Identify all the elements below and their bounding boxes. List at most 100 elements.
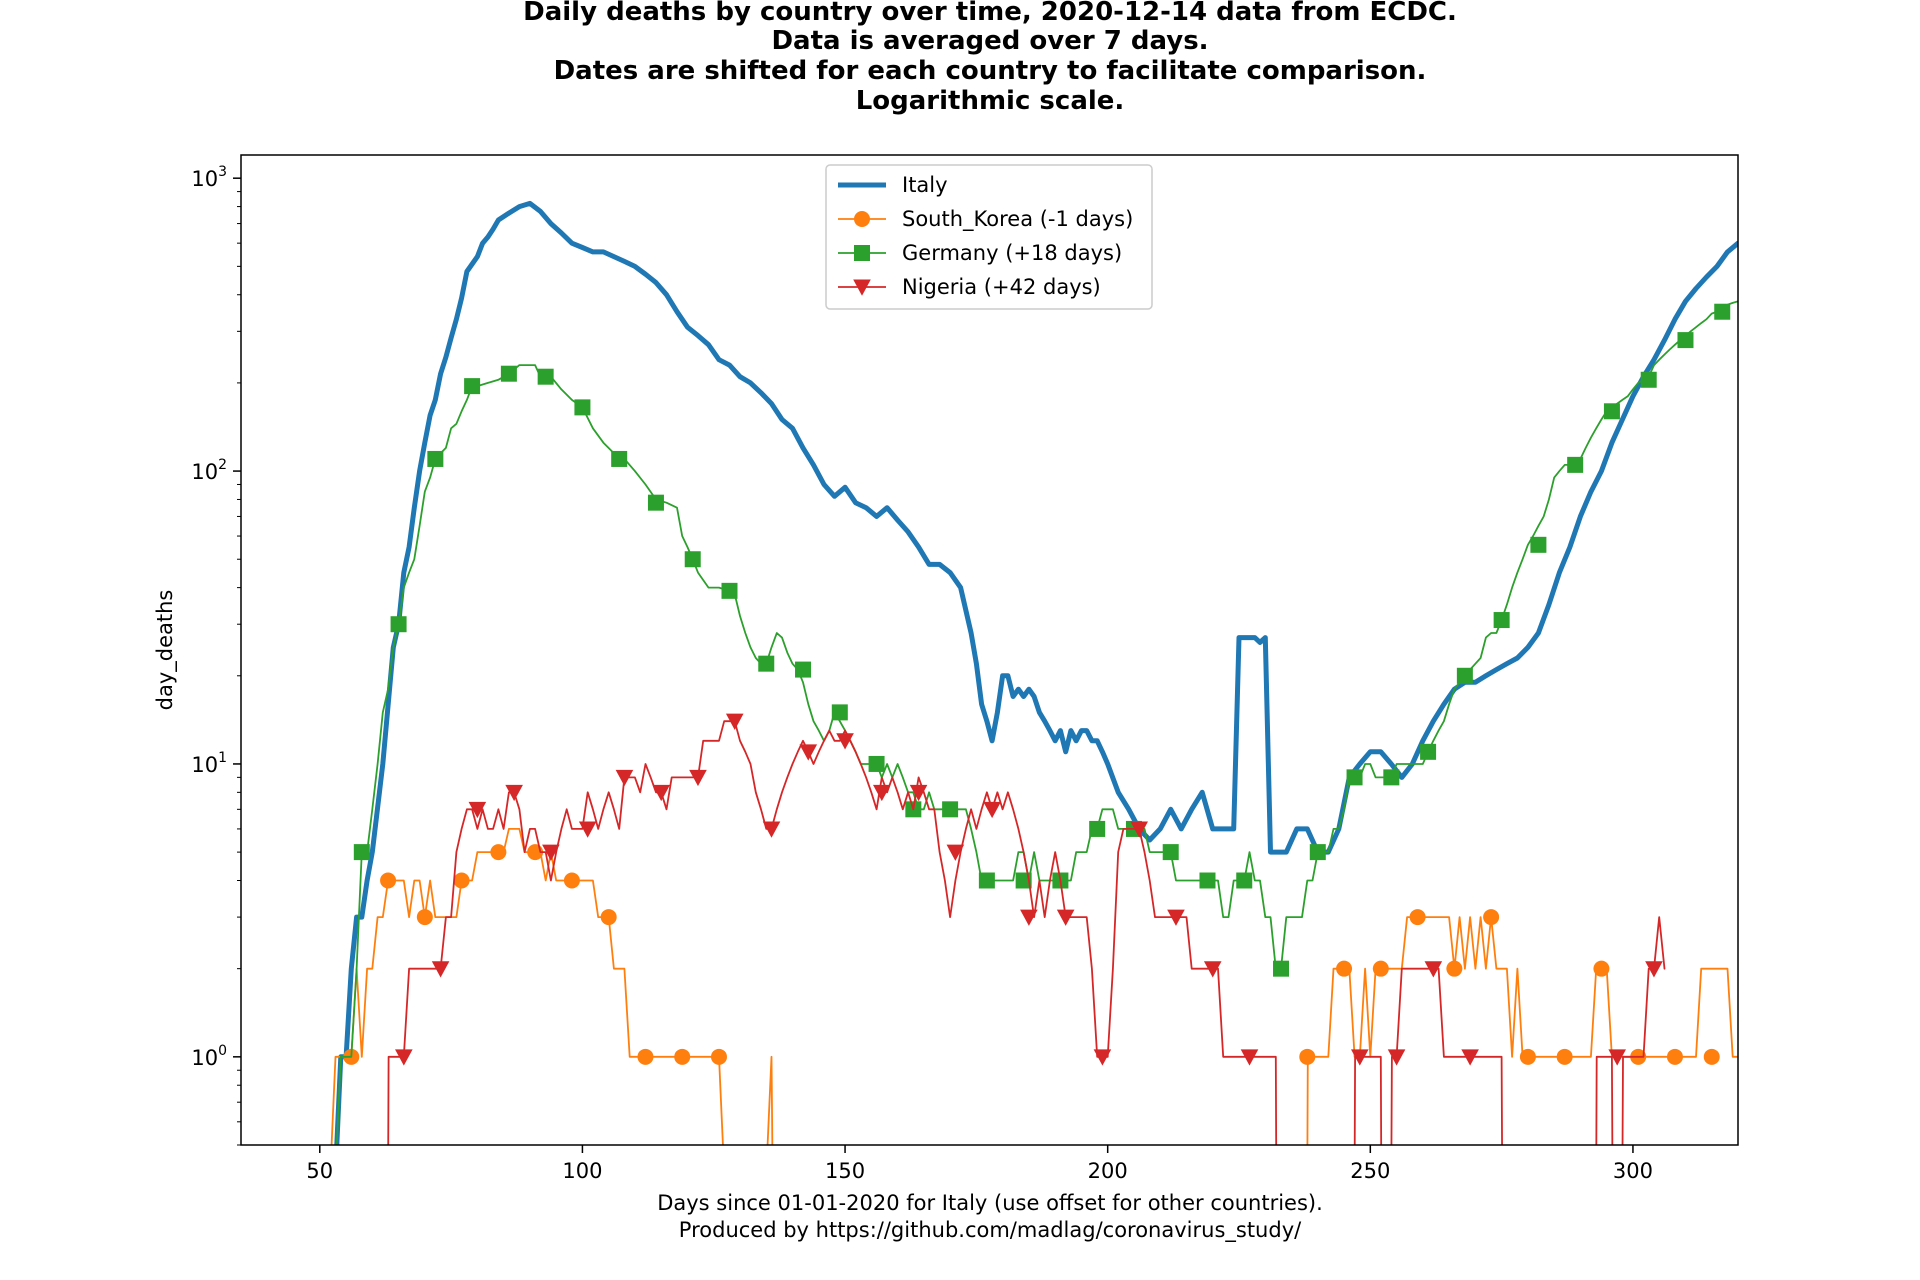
data-point-marker bbox=[1420, 743, 1437, 760]
data-point-marker bbox=[909, 784, 928, 802]
data-point-marker bbox=[1409, 909, 1426, 926]
data-point-marker bbox=[563, 872, 580, 889]
data-point-marker bbox=[1273, 960, 1290, 977]
data-point-marker bbox=[1519, 1048, 1536, 1065]
data-point-marker bbox=[490, 844, 507, 861]
data-point-marker bbox=[542, 844, 560, 861]
data-point-marker bbox=[1309, 844, 1326, 861]
series-3 bbox=[335, 300, 1738, 1145]
data-point-marker bbox=[390, 616, 407, 633]
y-tick-label: 100 bbox=[191, 1043, 227, 1070]
data-point-marker bbox=[1567, 456, 1584, 473]
data-point-marker bbox=[380, 872, 397, 889]
data-point-marker bbox=[615, 769, 634, 787]
data-point-marker bbox=[758, 655, 775, 672]
data-point-marker bbox=[942, 801, 959, 818]
series-layer bbox=[330, 200, 1738, 1145]
data-point-marker bbox=[1530, 536, 1547, 553]
data-point-marker bbox=[1645, 961, 1663, 978]
data-point-marker bbox=[710, 1048, 727, 1065]
data-point-marker bbox=[427, 450, 444, 467]
y-axis-label: day_deaths bbox=[153, 590, 178, 711]
data-point-marker bbox=[537, 368, 554, 385]
data-point-marker bbox=[1346, 769, 1363, 786]
data-point-marker bbox=[1093, 1049, 1112, 1066]
legend-box bbox=[825, 164, 1153, 310]
data-point-marker bbox=[762, 821, 781, 838]
data-point-marker bbox=[1456, 667, 1473, 684]
data-point-marker bbox=[1130, 821, 1148, 838]
data-point-marker bbox=[721, 582, 738, 599]
data-point-marker bbox=[431, 961, 450, 978]
data-point-marker bbox=[1640, 371, 1657, 388]
data-point-marker bbox=[1556, 1048, 1573, 1065]
data-point-marker bbox=[1593, 960, 1610, 977]
data-point-marker bbox=[836, 733, 854, 750]
data-point-marker bbox=[725, 713, 744, 730]
data-point-marker bbox=[1424, 961, 1443, 978]
x-axis: 50 100 150 200 250 300 bbox=[306, 1145, 1653, 1183]
x-tick-label: 200 bbox=[1088, 1159, 1128, 1183]
x-tick-label: 100 bbox=[562, 1159, 602, 1183]
legend: Italy South_Korea (-1 days) Germany (+18 d… bbox=[825, 164, 1153, 310]
data-point-marker bbox=[1677, 332, 1694, 349]
data-point-marker bbox=[1020, 909, 1038, 926]
data-point-marker bbox=[416, 909, 433, 926]
data-point-marker bbox=[1351, 1049, 1369, 1066]
legend-swatch-marker bbox=[854, 211, 870, 227]
data-point-marker bbox=[1236, 872, 1253, 889]
y-tick-label: 102 bbox=[191, 457, 227, 484]
data-point-marker bbox=[1336, 960, 1353, 977]
data-point-marker bbox=[1199, 872, 1216, 889]
data-point-marker bbox=[1203, 961, 1222, 978]
data-point-marker bbox=[684, 551, 701, 568]
x-tick-label: 300 bbox=[1613, 1159, 1653, 1183]
data-point-marker bbox=[1167, 909, 1185, 926]
data-point-marker bbox=[468, 801, 487, 819]
data-point-marker bbox=[1714, 303, 1731, 320]
x-axis-label-line-1: Days since 01-01-2020 for Italy (use off… bbox=[657, 1191, 1323, 1215]
data-point-marker bbox=[983, 801, 1001, 819]
x-tick-label: 50 bbox=[306, 1159, 333, 1183]
y-tick-label: 103 bbox=[191, 164, 227, 191]
legend-label: Germany (+18 days) bbox=[902, 241, 1122, 265]
data-point-marker bbox=[464, 378, 481, 395]
data-point-marker bbox=[1372, 960, 1389, 977]
title-line-2: Data is averaged over 7 days. bbox=[771, 26, 1208, 56]
legend-label: Italy bbox=[902, 173, 948, 197]
legend-swatch-marker bbox=[854, 245, 870, 261]
data-point-marker bbox=[1603, 403, 1620, 420]
data-point-marker bbox=[652, 784, 671, 802]
data-point-marker bbox=[1387, 1049, 1406, 1066]
data-point-marker bbox=[1461, 1049, 1479, 1066]
x-tick-label: 150 bbox=[825, 1159, 865, 1183]
data-point-marker bbox=[611, 450, 628, 467]
data-point-marker bbox=[353, 844, 370, 861]
data-point-marker bbox=[505, 784, 523, 802]
data-point-marker bbox=[1056, 909, 1075, 926]
legend-label: Nigeria (+42 days) bbox=[902, 275, 1101, 299]
y-tick-label: 101 bbox=[191, 750, 227, 777]
x-axis-label-line-2: Produced by https://github.com/madlag/co… bbox=[679, 1218, 1302, 1243]
data-point-marker bbox=[978, 872, 995, 889]
data-point-marker bbox=[831, 704, 848, 721]
data-point-marker bbox=[689, 769, 707, 787]
data-point-marker bbox=[799, 744, 818, 761]
data-point-marker bbox=[1493, 612, 1510, 629]
data-point-marker bbox=[674, 1048, 691, 1065]
data-point-marker bbox=[1703, 1048, 1720, 1065]
data-point-marker bbox=[1240, 1049, 1259, 1066]
legend-swatch-marker bbox=[853, 279, 871, 296]
data-point-marker bbox=[600, 909, 617, 926]
x-axis-label: Days since 01-01-2020 for Italy (use off… bbox=[657, 1191, 1323, 1243]
title-line-4: Logarithmic scale. bbox=[856, 86, 1125, 116]
data-point-marker bbox=[873, 784, 891, 802]
data-point-marker bbox=[1089, 820, 1106, 837]
data-point-marker bbox=[574, 399, 591, 416]
data-point-marker bbox=[578, 821, 597, 838]
data-point-marker bbox=[1608, 1049, 1626, 1066]
data-point-marker bbox=[946, 844, 965, 861]
data-point-marker bbox=[637, 1048, 654, 1065]
data-point-marker bbox=[1666, 1048, 1683, 1065]
